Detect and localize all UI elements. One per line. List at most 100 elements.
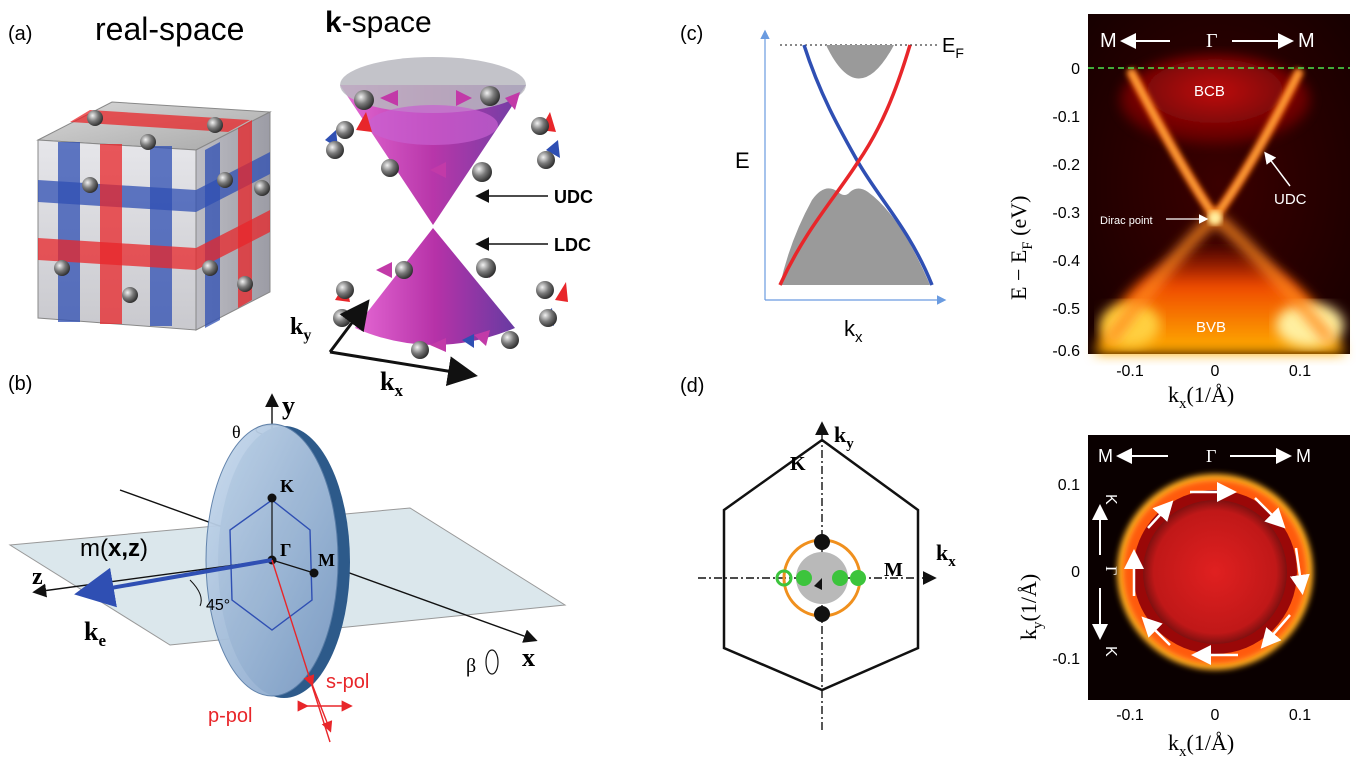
- bcb-label: BCB: [1194, 83, 1225, 100]
- k-point: [267, 493, 277, 503]
- panel-a: (a) real-space k-space: [8, 6, 593, 400]
- atom: [326, 141, 344, 159]
- atom: [501, 331, 519, 349]
- angle-arc: [189, 579, 202, 607]
- m-point: [309, 568, 319, 578]
- blue-stripe: [150, 146, 172, 326]
- k-dot-bottom: [814, 606, 830, 622]
- ytick: 0: [1071, 564, 1080, 581]
- green-point: [850, 570, 866, 586]
- map-d-ylabel: ky(1/Å): [1016, 574, 1046, 640]
- k-label: K: [280, 476, 294, 496]
- ef-label: EF: [942, 35, 964, 61]
- map-d-side-gamma: Γ: [1102, 566, 1119, 575]
- atom: [531, 117, 549, 135]
- atom: [336, 121, 354, 139]
- panel-d-schematic: (d) ky kx K M: [680, 375, 956, 730]
- panel-d-letter: (d): [680, 375, 704, 397]
- ytick: -0.5: [1052, 301, 1080, 318]
- s-pol-label: s-pol: [326, 671, 369, 693]
- kx-label: kx: [380, 367, 403, 400]
- atom: [202, 260, 218, 276]
- udc-map-label: UDC: [1274, 191, 1307, 208]
- map-c-xticks: -0.1 0 0.1: [1116, 363, 1311, 380]
- kx-schematic-label: kx: [844, 316, 863, 346]
- xtick: 0.1: [1289, 707, 1311, 724]
- atom: [87, 110, 103, 126]
- map-d-xlabel: kx(1/Å): [1168, 730, 1234, 760]
- y-axis-label: y: [282, 391, 295, 420]
- gamma-m-line: [271, 559, 315, 574]
- ytick: 0.1: [1058, 477, 1080, 494]
- green-ring-point: [775, 569, 793, 587]
- map-d-side-k-top: K: [1102, 494, 1119, 505]
- green-point: [832, 570, 848, 586]
- atom: [480, 86, 500, 106]
- dirac-point-spot: [1208, 211, 1222, 225]
- theta-label: θ: [232, 422, 241, 442]
- atom: [395, 261, 413, 279]
- ldc-label: LDC: [554, 235, 591, 255]
- spin-texture-arrows: [1124, 482, 1310, 665]
- ytick: -0.4: [1052, 253, 1080, 270]
- bvb-label: BVB: [1196, 319, 1226, 336]
- panel-d-fermi-map: M Γ M K Γ K 0.1 0 -0.1 -0.1 0 0.1 ky(1/Å…: [1016, 435, 1350, 760]
- atom: [333, 309, 351, 327]
- gamma-label: Γ: [280, 540, 291, 560]
- red-surface-band: [778, 44, 912, 286]
- atom: [537, 151, 555, 169]
- blue-stripe: [58, 142, 80, 322]
- map-d-xticks: -0.1 0 0.1: [1116, 707, 1311, 724]
- crystal-cube: [36, 101, 272, 331]
- xtick: 0: [1211, 707, 1220, 724]
- map-d-top-gamma: Γ: [1206, 446, 1216, 466]
- panel-c-schematic: (c) EF E kx: [680, 23, 964, 346]
- mirror-plane-label: m(x,z): [80, 535, 148, 562]
- ke-label: ke: [84, 617, 106, 650]
- ke-arrow: [74, 558, 273, 608]
- red-stripe: [70, 110, 250, 132]
- k-space-title: k-space: [325, 6, 432, 39]
- atom: [381, 159, 399, 177]
- ky-axis-arrow: [328, 299, 370, 353]
- blue-stripe: [205, 142, 220, 328]
- panel-b: (b) y θ x β K Γ M m(x,z) z ke 45°: [8, 373, 567, 743]
- panel-b-letter: (b): [8, 373, 32, 395]
- red-stripe: [38, 210, 270, 270]
- ytick: -0.1: [1052, 109, 1080, 126]
- brillouin-zone-hex: [229, 499, 313, 631]
- ytick: 0: [1071, 61, 1080, 78]
- k-point-label-d: K: [790, 453, 806, 475]
- k-dot-top: [814, 534, 830, 550]
- map-c-xlabel: kx(1/Å): [1168, 382, 1234, 412]
- atom: [54, 260, 70, 276]
- dirac-point-label: Dirac point: [1100, 215, 1153, 227]
- map-c-ylabel: E − EF (eV): [1006, 196, 1036, 300]
- fermi-disk-inner: [1143, 500, 1287, 644]
- ky-label: ky: [290, 314, 311, 344]
- ytick: -0.6: [1052, 343, 1080, 360]
- ytick: -0.2: [1052, 157, 1080, 174]
- map-c-yticks: 0 -0.1 -0.2 -0.3 -0.4 -0.5 -0.6: [1052, 61, 1080, 360]
- conduction-band: [826, 45, 894, 79]
- udc-map-pointer: [1264, 151, 1291, 187]
- xtick: -0.1: [1116, 707, 1144, 724]
- e-label: E: [735, 148, 750, 173]
- m-point-label-d: M: [884, 559, 903, 581]
- atom: [354, 90, 374, 110]
- atom: [217, 172, 233, 188]
- xtick: -0.1: [1116, 363, 1144, 380]
- ytick: -0.1: [1052, 651, 1080, 668]
- atom: [237, 276, 253, 292]
- beta-label: β: [466, 655, 476, 677]
- atom: [140, 134, 156, 150]
- xtick: 0: [1211, 363, 1220, 380]
- red-stripe: [100, 144, 122, 324]
- dirac-cones: [325, 57, 568, 359]
- upper-cone-inner: [368, 105, 498, 145]
- atom: [411, 341, 429, 359]
- atom: [122, 287, 138, 303]
- atom: [82, 177, 98, 193]
- m-label: M: [318, 550, 335, 570]
